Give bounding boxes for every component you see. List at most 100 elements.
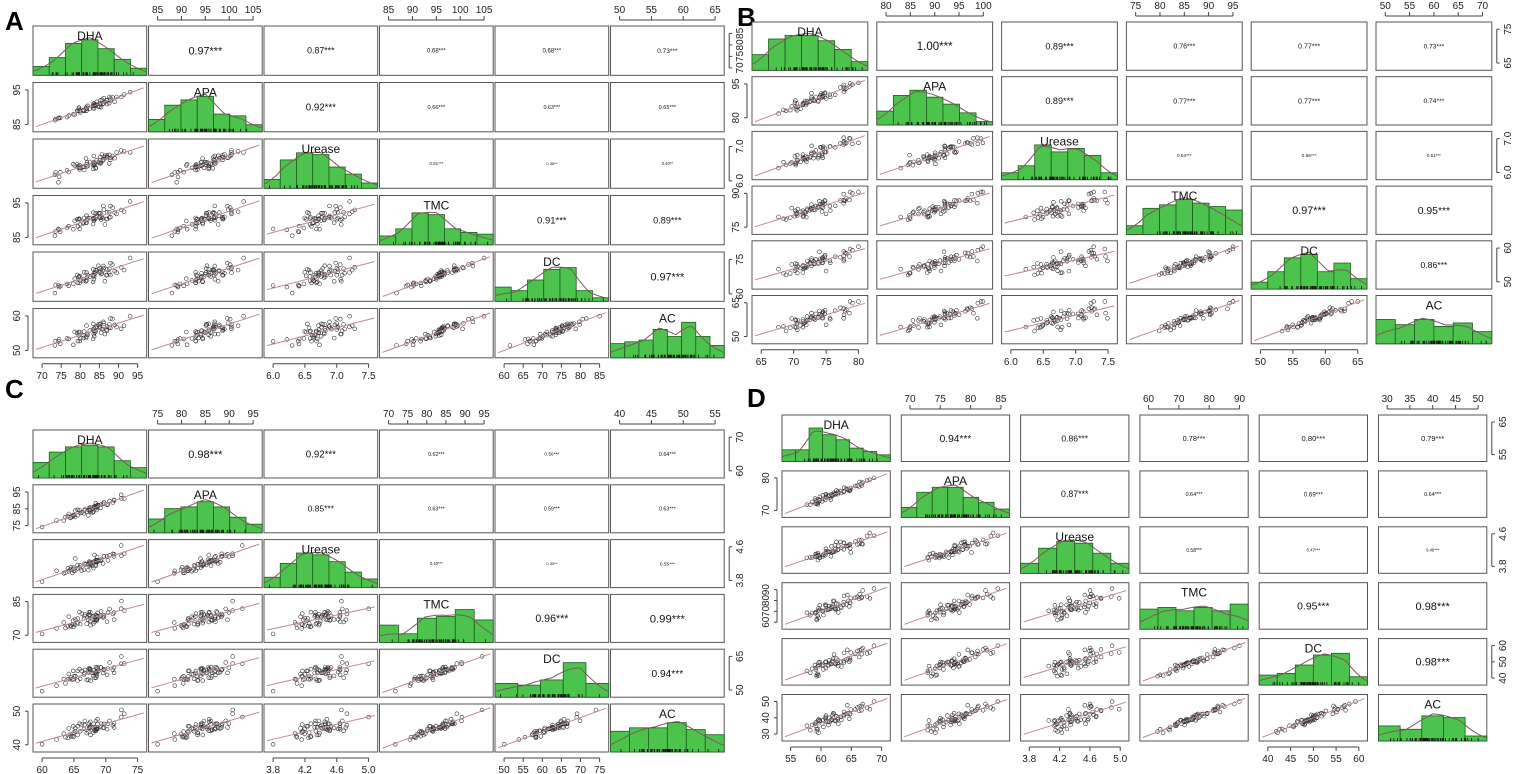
scatter-point: [1094, 312, 1100, 317]
scatter-point: [1035, 325, 1041, 330]
scatter-point: [172, 229, 178, 234]
scatter-point: [1206, 249, 1211, 254]
histogram-bar: [229, 115, 247, 133]
tick-label: 4.6: [330, 765, 344, 774]
scatter-point: [306, 267, 312, 273]
tick-label: 105: [476, 5, 493, 16]
scatter-point: [327, 263, 332, 269]
tick-label: 80: [75, 371, 87, 382]
cell-frame: [1250, 185, 1368, 235]
cell-A-TMC-AC: 0.89***: [610, 195, 725, 246]
scatter-point: [792, 100, 798, 106]
cell-B-AC-DC: [1250, 295, 1368, 345]
scatter-point: [84, 160, 90, 165]
cell-A-DHA-AC: 0.73***: [610, 25, 725, 76]
x-axis-A-DC: 60 65 70 75 80 85: [499, 363, 606, 382]
histogram-bar: [862, 451, 878, 462]
scatter-point: [1051, 200, 1056, 205]
scatter-point: [204, 211, 209, 216]
histogram-bar: [1333, 262, 1351, 290]
scatter-point: [175, 229, 181, 235]
correlation-value: 0.86***: [1061, 433, 1088, 443]
cell-A-DC-DHA: [32, 251, 148, 302]
correlation-value: 0.66***: [427, 105, 445, 111]
histogram-bar: [1350, 278, 1368, 290]
tick-label: 70: [788, 357, 800, 368]
scatter-point: [1031, 318, 1036, 323]
variable-label: DC: [543, 652, 561, 666]
scatter-point: [108, 316, 113, 321]
scatter-point: [229, 152, 234, 158]
cell-frame: [148, 251, 263, 302]
cell-C-DHA-AC: 0.64***: [610, 429, 725, 479]
scatter-point: [1038, 316, 1044, 321]
cell-A-Urease-APA: [148, 138, 263, 189]
scatter-point: [93, 165, 99, 170]
histogram-bar: [909, 89, 927, 126]
tick-label: 45: [646, 409, 658, 420]
scatter-point: [466, 262, 471, 267]
cell-D-DHA-AC: 0.79***: [1378, 414, 1488, 462]
y-axis-A-Urease: 6.0 7.0: [728, 139, 746, 188]
scatter-point: [333, 316, 338, 321]
histogram-bar: [48, 57, 66, 76]
histogram-bar: [942, 103, 960, 126]
scatter-point: [1091, 244, 1096, 249]
cell-A-TMC-Urease: [263, 195, 379, 246]
cell-B-AC-TMC: [1125, 295, 1243, 345]
density-curve: [751, 32, 868, 67]
scatter-point: [302, 329, 307, 334]
scatter-point: [793, 163, 799, 168]
cell-frame: [32, 308, 148, 359]
tick-label: 7.0: [735, 139, 746, 153]
scatter-point: [1040, 215, 1046, 220]
scatter-point: [332, 335, 337, 341]
scatter-point: [290, 233, 295, 238]
panel-B: B DHA 1.00*** 0.89*** 0.76*** 0.77*** 0.73*** A…: [731, 1, 1514, 368]
tick-label: 55: [1287, 357, 1299, 368]
scatter-point: [941, 308, 947, 314]
histogram-bar: [926, 96, 944, 126]
histogram-bar: [652, 329, 668, 359]
scatter-point: [315, 221, 320, 227]
scatter-point: [216, 279, 221, 284]
scatter-point: [789, 316, 794, 321]
scatter-point: [320, 211, 325, 216]
scatter-point: [788, 271, 793, 276]
cell-D-Urease-APA: [900, 526, 1011, 574]
scatter-point: [522, 337, 528, 342]
tick-label: 40: [614, 409, 626, 420]
scatter-point: [1178, 315, 1184, 321]
scatter-point: [211, 210, 216, 215]
cell-C-TMC-AC: 0.99***: [610, 593, 725, 643]
scatter-point: [942, 309, 948, 315]
scatter-point: [980, 244, 986, 249]
correlation-value: 0.87***: [1061, 489, 1089, 499]
scatter-point: [553, 325, 559, 331]
tick-label: 60: [537, 765, 549, 774]
scatter-point: [94, 324, 99, 329]
scatter-point: [1058, 327, 1063, 332]
scatter-point: [212, 277, 218, 282]
cell-frame: [1250, 295, 1368, 345]
histogram-bar: [97, 48, 115, 76]
scatter-point: [339, 279, 344, 284]
correlation-value: 0.40**: [662, 161, 674, 166]
correlation-value: 0.73***: [1424, 43, 1445, 50]
scatter-point: [58, 115, 63, 121]
scatter-point: [212, 203, 218, 209]
histogram-bar: [784, 35, 803, 71]
cell-D-DHA-APA: 0.94***: [900, 414, 1011, 462]
scatter-point: [819, 91, 824, 96]
histogram-bar: [962, 496, 980, 518]
scatter-point: [1059, 214, 1065, 219]
scatter-point: [969, 191, 975, 197]
y-axis-C-DC: 50 65: [728, 650, 746, 696]
tick-label: 50: [735, 684, 746, 696]
scatter-point: [301, 281, 307, 287]
correlation-value: 0.77***: [1298, 97, 1320, 105]
scatter-point: [229, 265, 234, 270]
scatter-point: [809, 143, 814, 149]
cell-A-Urease-Urease: Urease: [263, 138, 379, 189]
scatter-point: [52, 290, 58, 296]
